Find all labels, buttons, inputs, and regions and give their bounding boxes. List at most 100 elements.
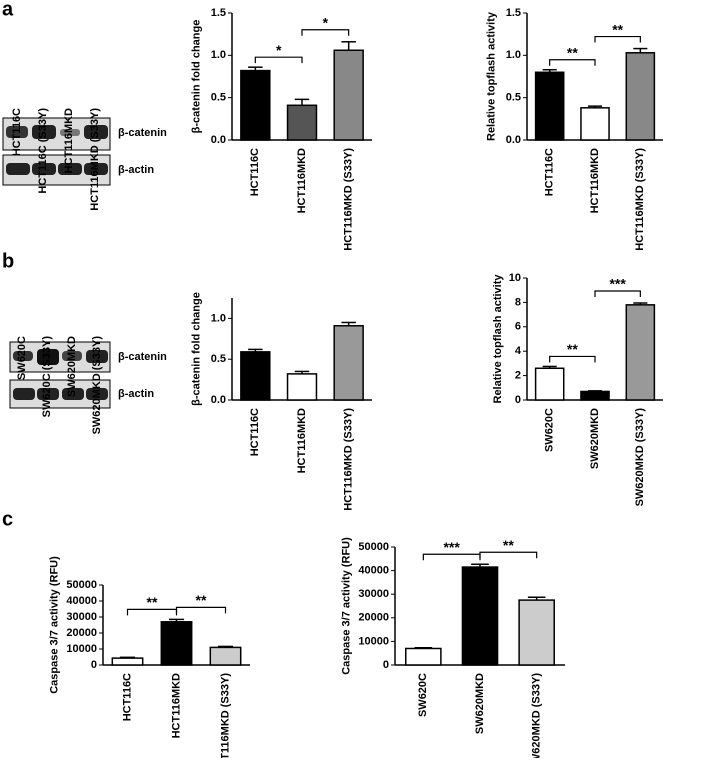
y-tick-label: 4	[515, 345, 522, 357]
y-tick-label: 10000	[66, 643, 97, 655]
y-tick-label: 40000	[358, 565, 389, 577]
y-axis-label: Relative topflash activity	[492, 274, 504, 404]
y-tick-label: 40000	[66, 595, 97, 607]
significance-label: *	[276, 42, 282, 58]
bar	[286, 104, 318, 141]
lane-label: HCT116C (S33Y)	[37, 108, 49, 194]
bar	[111, 657, 144, 666]
significance-bracket	[549, 355, 596, 363]
x-tick-label: SW620MKD (S33Y)	[531, 673, 543, 758]
y-tick-label: 0.5	[211, 92, 226, 104]
y-axis-label: β-catenin fold change	[190, 20, 202, 134]
bar	[534, 71, 565, 141]
y-tick-label: 20000	[66, 627, 97, 639]
bar	[333, 49, 364, 141]
bar	[580, 390, 610, 401]
blot-a	[2, 117, 111, 186]
bar	[580, 107, 610, 141]
y-tick-label: 1.0	[211, 49, 226, 61]
significance-label: **	[612, 21, 623, 37]
x-tick-label: SW620C	[544, 408, 556, 452]
y-tick-label: 20000	[358, 612, 389, 624]
x-tick-label: SW620MKD (S33Y)	[634, 408, 646, 507]
y-tick-label: 1.0	[211, 312, 226, 324]
lane-label: SW620MKD (S33Y)	[91, 336, 103, 435]
y-tick-label: 0.0	[211, 394, 226, 406]
y-tick-label: 10	[509, 272, 521, 284]
significance-label: *	[323, 14, 329, 30]
lane-label: SW620C	[16, 336, 28, 380]
y-tick-label: 30000	[66, 611, 97, 623]
bar	[534, 367, 565, 401]
x-tick-label: HCT116C	[249, 408, 261, 456]
y-tick-label: 0.5	[506, 92, 521, 104]
y-axis-label: β-catenin fold change	[190, 292, 202, 406]
bar	[240, 351, 271, 401]
significance-bracket	[175, 606, 227, 614]
significance-bracket	[422, 553, 481, 561]
lane-label: HCT116C	[11, 108, 23, 156]
significance-bracket	[479, 551, 538, 559]
significance-label: ***	[609, 276, 626, 292]
lane-label: HCT116MKD (S33Y)	[89, 108, 101, 211]
y-axis-label: Caspase 3/7 activity (RFU)	[48, 556, 60, 694]
significance-bracket	[594, 35, 641, 43]
lane-label: SW620MKD	[66, 336, 78, 397]
x-tick-label: HCT116C	[121, 673, 133, 721]
x-tick-label: SW620MKD	[474, 673, 486, 734]
significance-label: **	[503, 537, 514, 553]
significance-bracket	[301, 29, 350, 36]
bar	[405, 647, 442, 666]
y-tick-label: 30000	[358, 588, 389, 600]
panel-label: c	[2, 508, 13, 530]
x-tick-label: HCT116MKD	[296, 148, 308, 213]
x-tick-label: HCT116MKD (S33Y)	[219, 673, 231, 758]
y-tick-label: 50000	[66, 579, 97, 591]
significance-label: **	[196, 592, 207, 608]
x-tick-label: HCT116MKD (S33Y)	[634, 148, 646, 251]
significance-label: **	[567, 44, 578, 60]
row-label: β-actin	[118, 388, 154, 400]
significance-bracket	[126, 608, 178, 616]
significance-label: **	[147, 594, 158, 610]
y-tick-label: 0	[383, 659, 389, 671]
significance-bracket	[549, 59, 596, 66]
y-tick-label: 50000	[358, 541, 389, 553]
y-tick-label: 0.5	[211, 353, 226, 365]
panel-label: a	[2, 0, 14, 20]
lane-label: SW620C (S33Y)	[41, 336, 53, 418]
y-tick-label: 0	[515, 394, 521, 406]
y-tick-label: 8	[515, 296, 521, 308]
bar	[160, 621, 193, 666]
x-tick-label: HCT116MKD	[296, 408, 308, 473]
y-tick-label: 2	[515, 370, 521, 382]
y-tick-label: 6	[515, 321, 521, 333]
x-tick-label: HCT116C	[249, 148, 261, 196]
bar	[625, 304, 656, 401]
y-axis-label: Caspase 3/7 activity (RFU)	[340, 537, 352, 675]
y-tick-label: 1.5	[506, 7, 521, 19]
row-label: β-actin	[118, 164, 154, 176]
x-tick-label: HCT116MKD (S33Y)	[343, 148, 355, 251]
bar	[518, 599, 555, 666]
row-label: β-catenin	[118, 351, 167, 363]
y-axis-label: Relative topflash activity	[485, 11, 497, 141]
significance-bracket	[254, 56, 303, 64]
bar	[461, 566, 499, 666]
bar	[286, 373, 318, 401]
significance-label: ***	[443, 539, 460, 555]
bar	[625, 52, 656, 141]
row-label: β-catenin	[118, 127, 167, 139]
y-tick-label: 1.5	[211, 7, 226, 19]
bar	[333, 324, 364, 401]
x-tick-label: SW620MKD	[589, 408, 601, 469]
significance-label: **	[567, 341, 578, 357]
y-tick-label: 0	[91, 659, 97, 671]
bar	[209, 646, 242, 666]
significance-bracket	[594, 290, 641, 298]
x-tick-label: HCT116C	[544, 148, 556, 196]
y-tick-label: 10000	[358, 635, 389, 647]
bar	[240, 69, 271, 141]
lane-label: HCT116MKD	[63, 108, 75, 173]
